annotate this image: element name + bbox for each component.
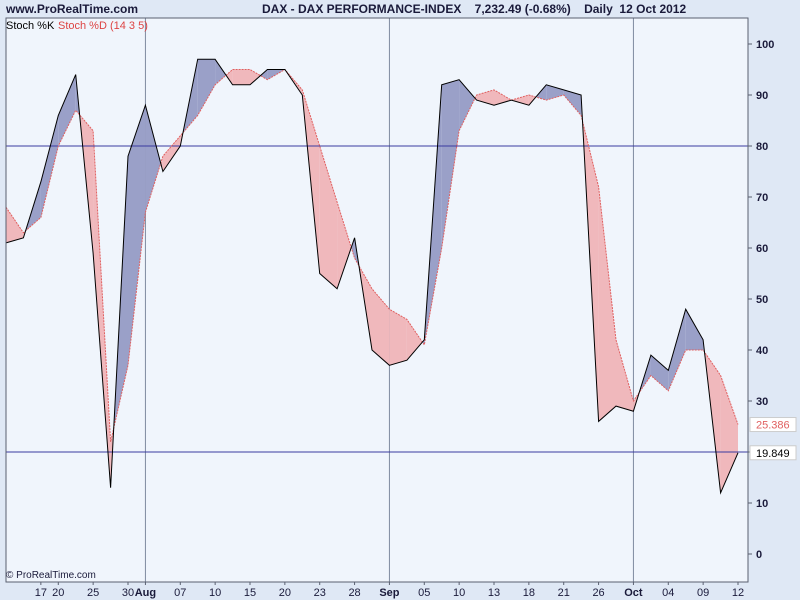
fill-segment	[441, 79, 460, 248]
fill-segment	[720, 375, 738, 493]
x-tick-label: 10	[453, 587, 465, 599]
y-tick-label: 80	[756, 141, 768, 153]
y-tick-label: 40	[756, 345, 768, 357]
y-tick-label: 50	[756, 294, 768, 306]
fill-segment	[145, 105, 161, 213]
x-tick-label: 21	[558, 587, 570, 599]
series-line-stoch-k	[5, 58, 739, 495]
fill-segment	[197, 59, 216, 116]
fill-segment	[58, 74, 76, 146]
fill-segment	[459, 79, 475, 131]
last-value-d: 25.386	[756, 420, 790, 432]
x-tick-label: 15	[244, 587, 256, 599]
fill-segment	[650, 355, 669, 391]
chart-headline: DAX - DAX PERFORMANCE-INDEX 7,232.49 (-0…	[262, 2, 687, 16]
x-tick-label: Aug	[135, 587, 156, 599]
fill-segment	[668, 309, 686, 391]
x-tick-label: 04	[662, 587, 674, 599]
series-lines	[5, 58, 739, 495]
y-tick-label: 70	[756, 192, 768, 204]
x-tick-label: Sep	[379, 587, 399, 599]
chart-header: www.ProRealTime.com DAX - DAX PERFORMANC…	[0, 0, 800, 18]
fill-segment	[351, 237, 355, 259]
y-tick-label: 10	[756, 498, 768, 510]
fill-segment	[215, 59, 226, 85]
fill-segment	[260, 69, 268, 80]
y-tick-label: 100	[756, 39, 774, 51]
fill-segment	[162, 135, 181, 172]
fill-segment	[226, 69, 233, 85]
x-tick-label: 26	[592, 587, 604, 599]
fill-segment	[40, 115, 59, 218]
site-name[interactable]: www.ProRealTime.com	[6, 2, 139, 16]
copyright: © ProRealTime.com	[6, 570, 96, 581]
y-tick-label: 60	[756, 243, 768, 255]
x-tick-label: 25	[87, 587, 99, 599]
fill-segment	[389, 309, 407, 366]
x-tick-label: 17	[35, 587, 47, 599]
x-tick-label: 05	[418, 587, 430, 599]
plot-frame	[5, 17, 749, 583]
y-tick-label: 30	[756, 396, 768, 408]
fill-segment	[128, 105, 146, 366]
x-tick-label: Oct	[624, 587, 643, 599]
x-tick-label: 10	[209, 587, 221, 599]
legend-d-label: Stoch %D (14 3 5)	[58, 20, 148, 32]
level-lines	[6, 145, 748, 453]
fill-segment	[232, 69, 250, 85]
legend: Stoch %K Stoch %D (14 3 5)	[6, 20, 148, 32]
x-tick-label: 20	[52, 587, 64, 599]
x-tick-label: 13	[488, 587, 500, 599]
last-value-k: 19.849	[756, 448, 790, 460]
x-tick-label: 20	[279, 587, 291, 599]
fill-segment	[319, 146, 338, 289]
x-tick-label: 07	[174, 587, 186, 599]
fill-segment	[598, 186, 616, 422]
fill-segment	[250, 69, 261, 85]
y-tick-label: 90	[756, 90, 768, 102]
fill-segment	[685, 309, 704, 350]
x-tick-label: 30	[122, 587, 134, 599]
x-tick-label: 09	[697, 587, 709, 599]
x-tick-label: 12	[732, 587, 744, 599]
legend-k-label: Stoch %K	[6, 20, 55, 32]
fill-segment	[337, 202, 352, 289]
fill-segment	[616, 339, 634, 412]
last-value-d-box	[749, 417, 797, 433]
fill-segment	[406, 319, 423, 361]
y-tick-label: 0	[756, 549, 762, 561]
fill-segment	[563, 89, 582, 116]
fill-segment	[6, 207, 24, 243]
x-tick-label: 18	[523, 587, 535, 599]
x-tick-label: 23	[314, 587, 326, 599]
axes: 010203040506070809010017202530Aug0710152…	[5, 17, 797, 599]
fill-segment	[372, 288, 390, 366]
x-tick-label: 28	[348, 587, 360, 599]
fill-segment	[93, 130, 111, 488]
fill-segment	[511, 95, 529, 106]
last-value-k-box	[749, 445, 797, 461]
